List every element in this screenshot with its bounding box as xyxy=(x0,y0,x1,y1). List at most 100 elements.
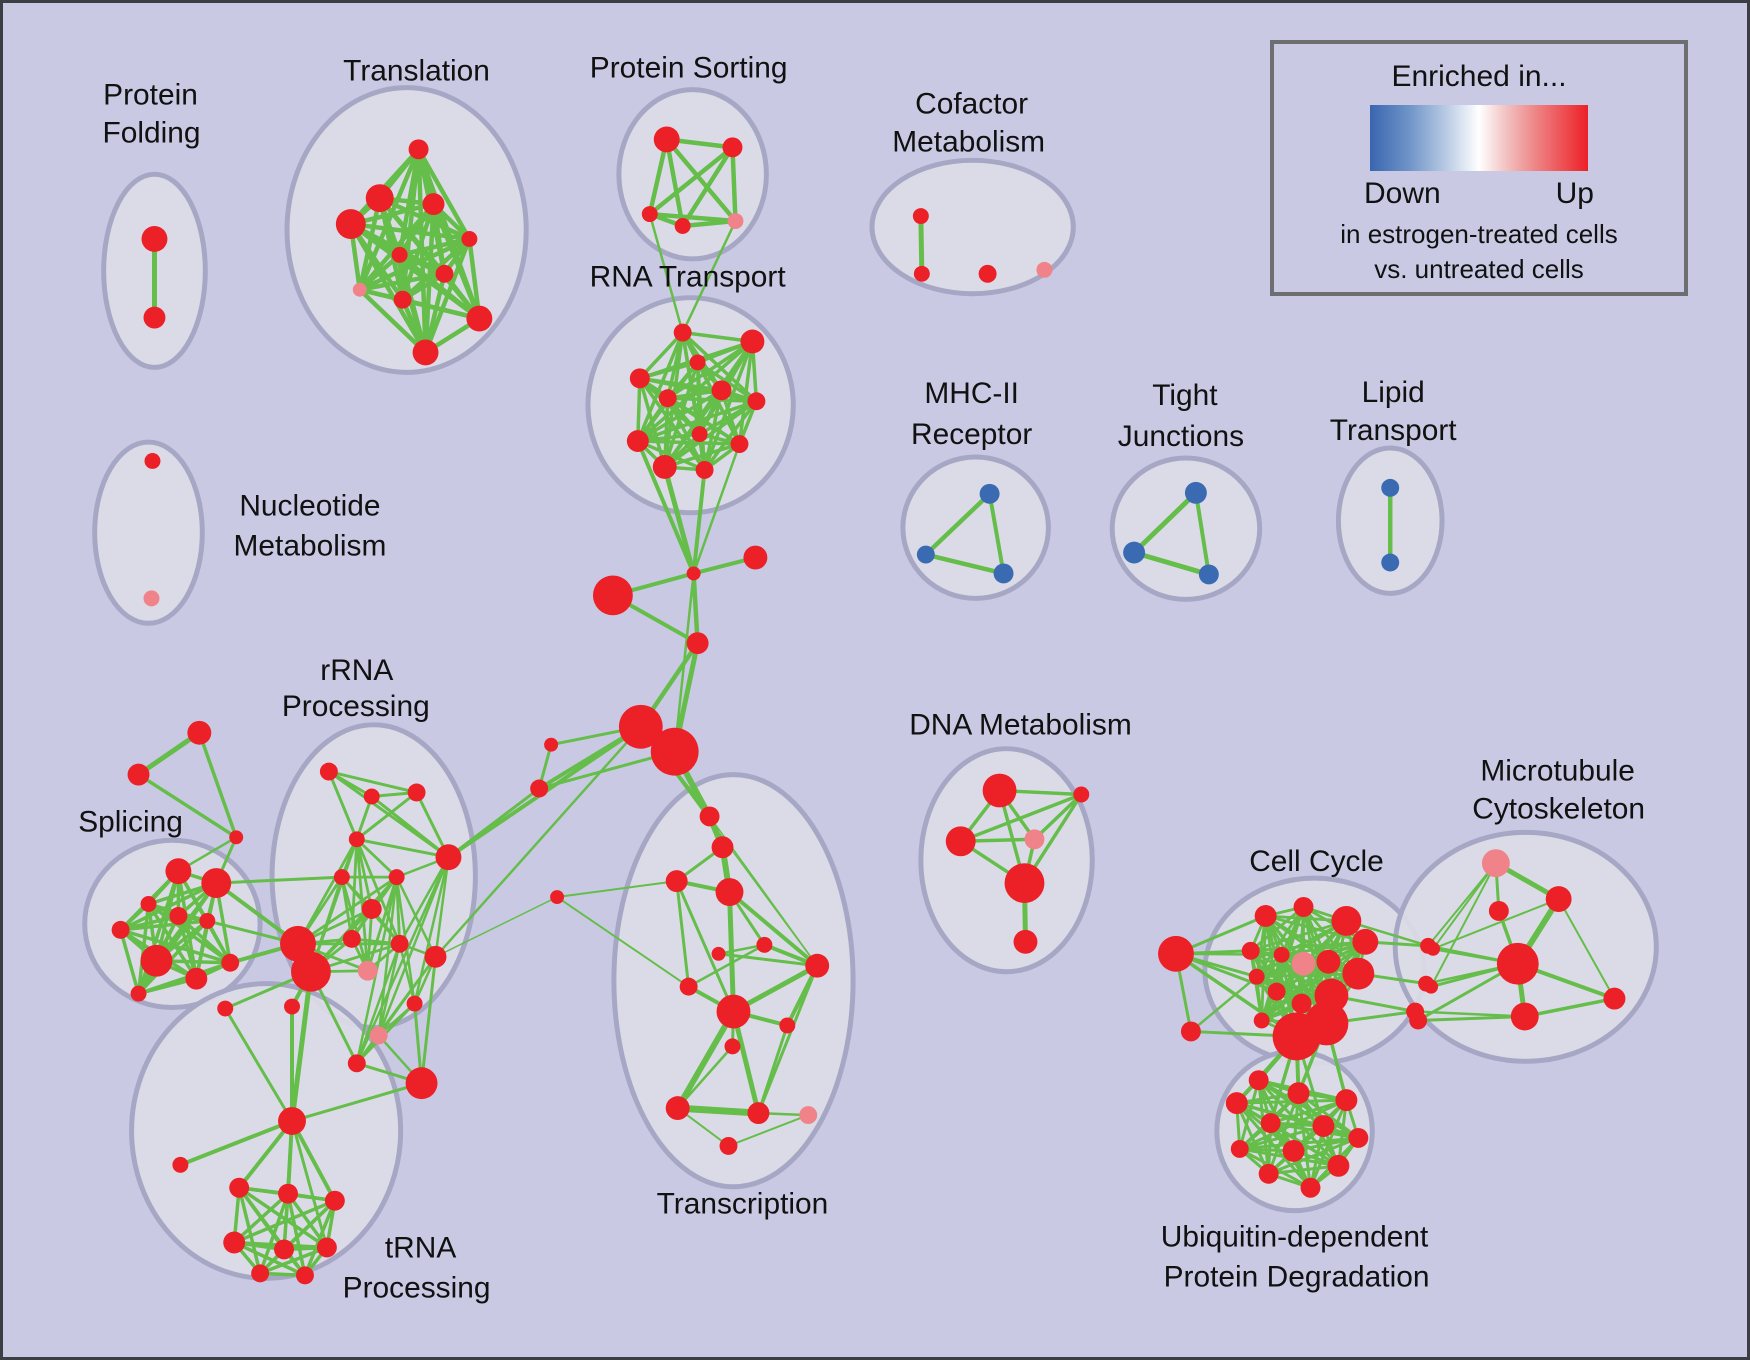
edge-t5-t6 xyxy=(397,236,472,258)
edge-ps4-ps5 xyxy=(680,218,738,229)
geneset-node-tn1 xyxy=(699,806,720,827)
edge-rd-rpk1 xyxy=(355,837,370,973)
geneset-node-ps4 xyxy=(674,218,691,234)
geneset-node-cc14 xyxy=(1180,1021,1201,1042)
edge-ps1-ps5 xyxy=(664,137,738,224)
edge-rp-th xyxy=(290,1081,424,1123)
edge-mt5-mt6 xyxy=(1523,996,1617,1019)
edge-rj-re xyxy=(398,855,450,946)
edge-rt1-rt8 xyxy=(636,330,685,443)
geneset-node-rt11 xyxy=(652,454,677,479)
edge-cc8-cc15 xyxy=(1260,960,1330,1022)
geneset-node-cc8 xyxy=(1316,949,1341,974)
geneset-node-rh xyxy=(361,899,382,919)
geneset-node-ps3 xyxy=(641,206,658,223)
edge-d2-d4 xyxy=(1032,792,1084,842)
geneset-node-s7 xyxy=(140,944,173,977)
geneset-node-rm xyxy=(217,1000,234,1017)
cluster-label-ubiquitin-degradation-line1: Protein Degradation xyxy=(1164,1260,1430,1293)
cluster-label-mhc-ii-receptor-line0: MHC-II xyxy=(924,377,1019,410)
geneset-node-nr xyxy=(743,545,768,570)
cluster-label-splicing-line0: Splicing xyxy=(78,805,183,838)
edge-rt1-rt7 xyxy=(680,330,759,403)
geneset-node-tc11 xyxy=(719,1136,738,1155)
geneset-node-u5 xyxy=(1260,1113,1281,1133)
edge-rhub2-th xyxy=(289,969,314,1124)
edge-s9-s10 xyxy=(136,961,232,996)
edge-tn4-tc3 xyxy=(727,890,820,968)
edge-rk-m3 xyxy=(434,896,558,958)
edge-cc4-cc5 xyxy=(1249,940,1367,953)
cluster-label-microtubule-cytoskeleton-line1: Cytoskeleton xyxy=(1472,792,1645,825)
edge-u3-u4 xyxy=(1235,1098,1348,1105)
edge-tc3-tc9 xyxy=(756,964,819,1115)
edge-s2-s6 xyxy=(118,881,219,932)
geneset-node-d5 xyxy=(1004,863,1045,904)
geneset-node-rc xyxy=(407,783,426,802)
cluster-label-trna-processing-line0: tRNA xyxy=(385,1231,456,1264)
edge-tra-trb xyxy=(136,730,202,778)
geneset-node-n1 xyxy=(144,453,161,469)
edge-tn3-tc4 xyxy=(675,879,691,989)
geneset-node-cc7 xyxy=(1291,951,1316,976)
edge-t3-t10 xyxy=(431,201,482,321)
cluster-label-transcription-line0: Transcription xyxy=(657,1188,829,1221)
geneset-node-ccL xyxy=(1158,935,1194,972)
edge-t4-t11 xyxy=(348,221,428,355)
geneset-node-t2 xyxy=(365,184,394,213)
geneset-node-cf1 xyxy=(912,208,929,225)
edge-tr1-tr6 xyxy=(237,1186,329,1250)
network-svg: Protein Folding Translation Protein Sorting… xyxy=(78,52,1659,1304)
geneset-node-cc4 xyxy=(1352,928,1379,955)
geneset-node-tc5 xyxy=(716,994,751,1029)
geneset-node-tr7 xyxy=(251,1264,270,1283)
geneset-node-d3 xyxy=(945,826,976,857)
edge-tc10-tc11 xyxy=(727,1114,810,1147)
edge-rp-rk xyxy=(420,955,438,1085)
geneset-node-tj2 xyxy=(1123,541,1146,564)
edge-s1-s10 xyxy=(136,869,181,996)
edge-cc3-cc5 xyxy=(1249,919,1348,953)
legend-caption-line1: in estrogen-treated cells xyxy=(1340,219,1618,249)
edge-cc2-cc5 xyxy=(1249,905,1305,953)
edge-u10-u11 xyxy=(1267,1164,1340,1176)
geneset-node-tn4 xyxy=(715,878,744,906)
cluster-label-rna-transport-line0: RNA Transport xyxy=(590,261,787,294)
layer-nodes xyxy=(111,126,1626,1285)
edge-rd-rj xyxy=(355,837,402,946)
cluster-label-tight-junctions-line0: Tight xyxy=(1152,379,1218,412)
edge-rt10-j1 xyxy=(692,442,741,575)
edge-cc1-cc4 xyxy=(1264,914,1367,944)
geneset-node-u9 xyxy=(1348,1128,1369,1148)
geneset-node-cc6 xyxy=(1273,946,1290,963)
geneset-node-tr5 xyxy=(274,1239,294,1260)
edge-cc3-cc10 xyxy=(1255,919,1348,979)
geneset-node-u11 xyxy=(1327,1154,1350,1177)
edge-cc4-cc6 xyxy=(1280,940,1367,957)
geneset-node-cc3 xyxy=(1331,905,1362,936)
edge-tc8-tc9 xyxy=(674,1104,762,1117)
edge-tj1-tj3 xyxy=(1193,490,1211,577)
edge-t7-t8 xyxy=(357,271,447,292)
geneset-node-s9 xyxy=(221,953,240,972)
geneset-node-rt5 xyxy=(711,380,732,401)
edge-j1-j2 xyxy=(691,571,700,646)
edge-cc9-cc10 xyxy=(1255,972,1360,979)
edge-mh1-mh3 xyxy=(987,491,1006,576)
cluster-label-nucleotide-metabolism-line0: Nucleotide xyxy=(239,490,380,523)
geneset-node-tiso xyxy=(172,1156,189,1173)
geneset-node-tr2 xyxy=(278,1183,298,1204)
geneset-node-m2 xyxy=(530,779,549,798)
geneset-node-rpk2 xyxy=(369,1026,388,1045)
geneset-node-rhub2 xyxy=(291,951,331,992)
geneset-node-rq xyxy=(347,1054,366,1073)
geneset-node-mt1 xyxy=(1481,849,1510,878)
cluster-label-rrna-processing-line1: Processing xyxy=(282,690,430,723)
geneset-node-rl xyxy=(284,998,300,1015)
edge-ps3-rt1 xyxy=(648,212,684,334)
edge-s5-s6 xyxy=(118,919,210,932)
geneset-node-tn2 xyxy=(711,836,734,859)
edge-ps2-ps3 xyxy=(647,145,735,217)
edge-rt12-j1 xyxy=(691,467,707,576)
geneset-node-u1 xyxy=(1248,1070,1269,1091)
